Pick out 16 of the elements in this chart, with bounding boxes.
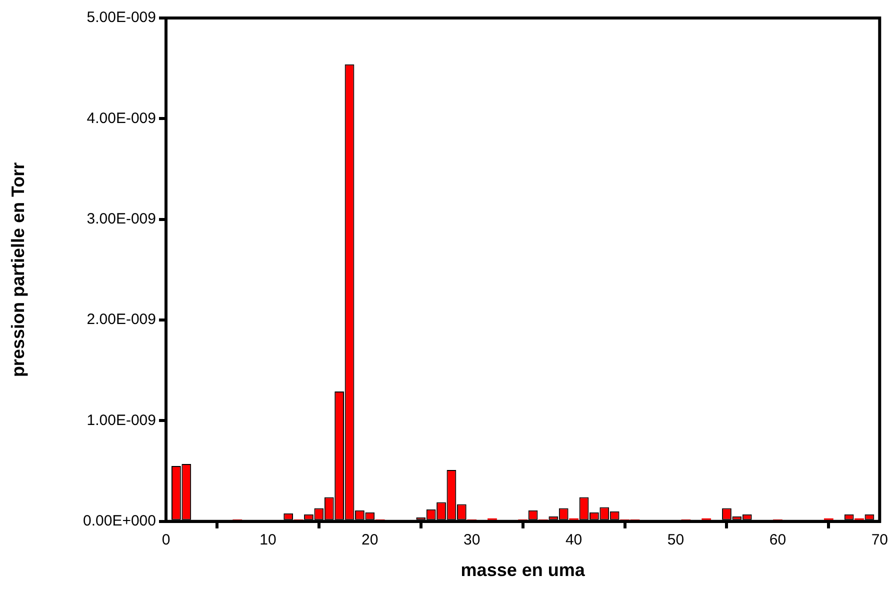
y-tick-label: 4.00E-009	[86, 110, 156, 127]
y-tick-label: 2.00E-009	[86, 311, 156, 328]
x-tick-label: 20	[362, 532, 378, 549]
y-tick-label: 1.00E-009	[86, 412, 156, 429]
y-tick-label: 0.00E+000	[83, 512, 156, 530]
x-tick-label: 60	[769, 532, 786, 549]
x-axis-title: masse en uma	[460, 560, 586, 580]
x-tick-label: 50	[667, 532, 684, 549]
x-tick-label: 30	[464, 532, 480, 549]
x-tick-label: 10	[260, 532, 276, 549]
y-axis-title: pression partielle en Torr	[8, 162, 28, 378]
y-tick-label: 5.00E-009	[86, 9, 156, 26]
x-tick-label: 70	[871, 532, 888, 549]
x-tick-label: 0	[162, 532, 170, 549]
y-tick-label: 3.00E-009	[86, 210, 156, 228]
x-tick-label: 40	[565, 532, 582, 549]
